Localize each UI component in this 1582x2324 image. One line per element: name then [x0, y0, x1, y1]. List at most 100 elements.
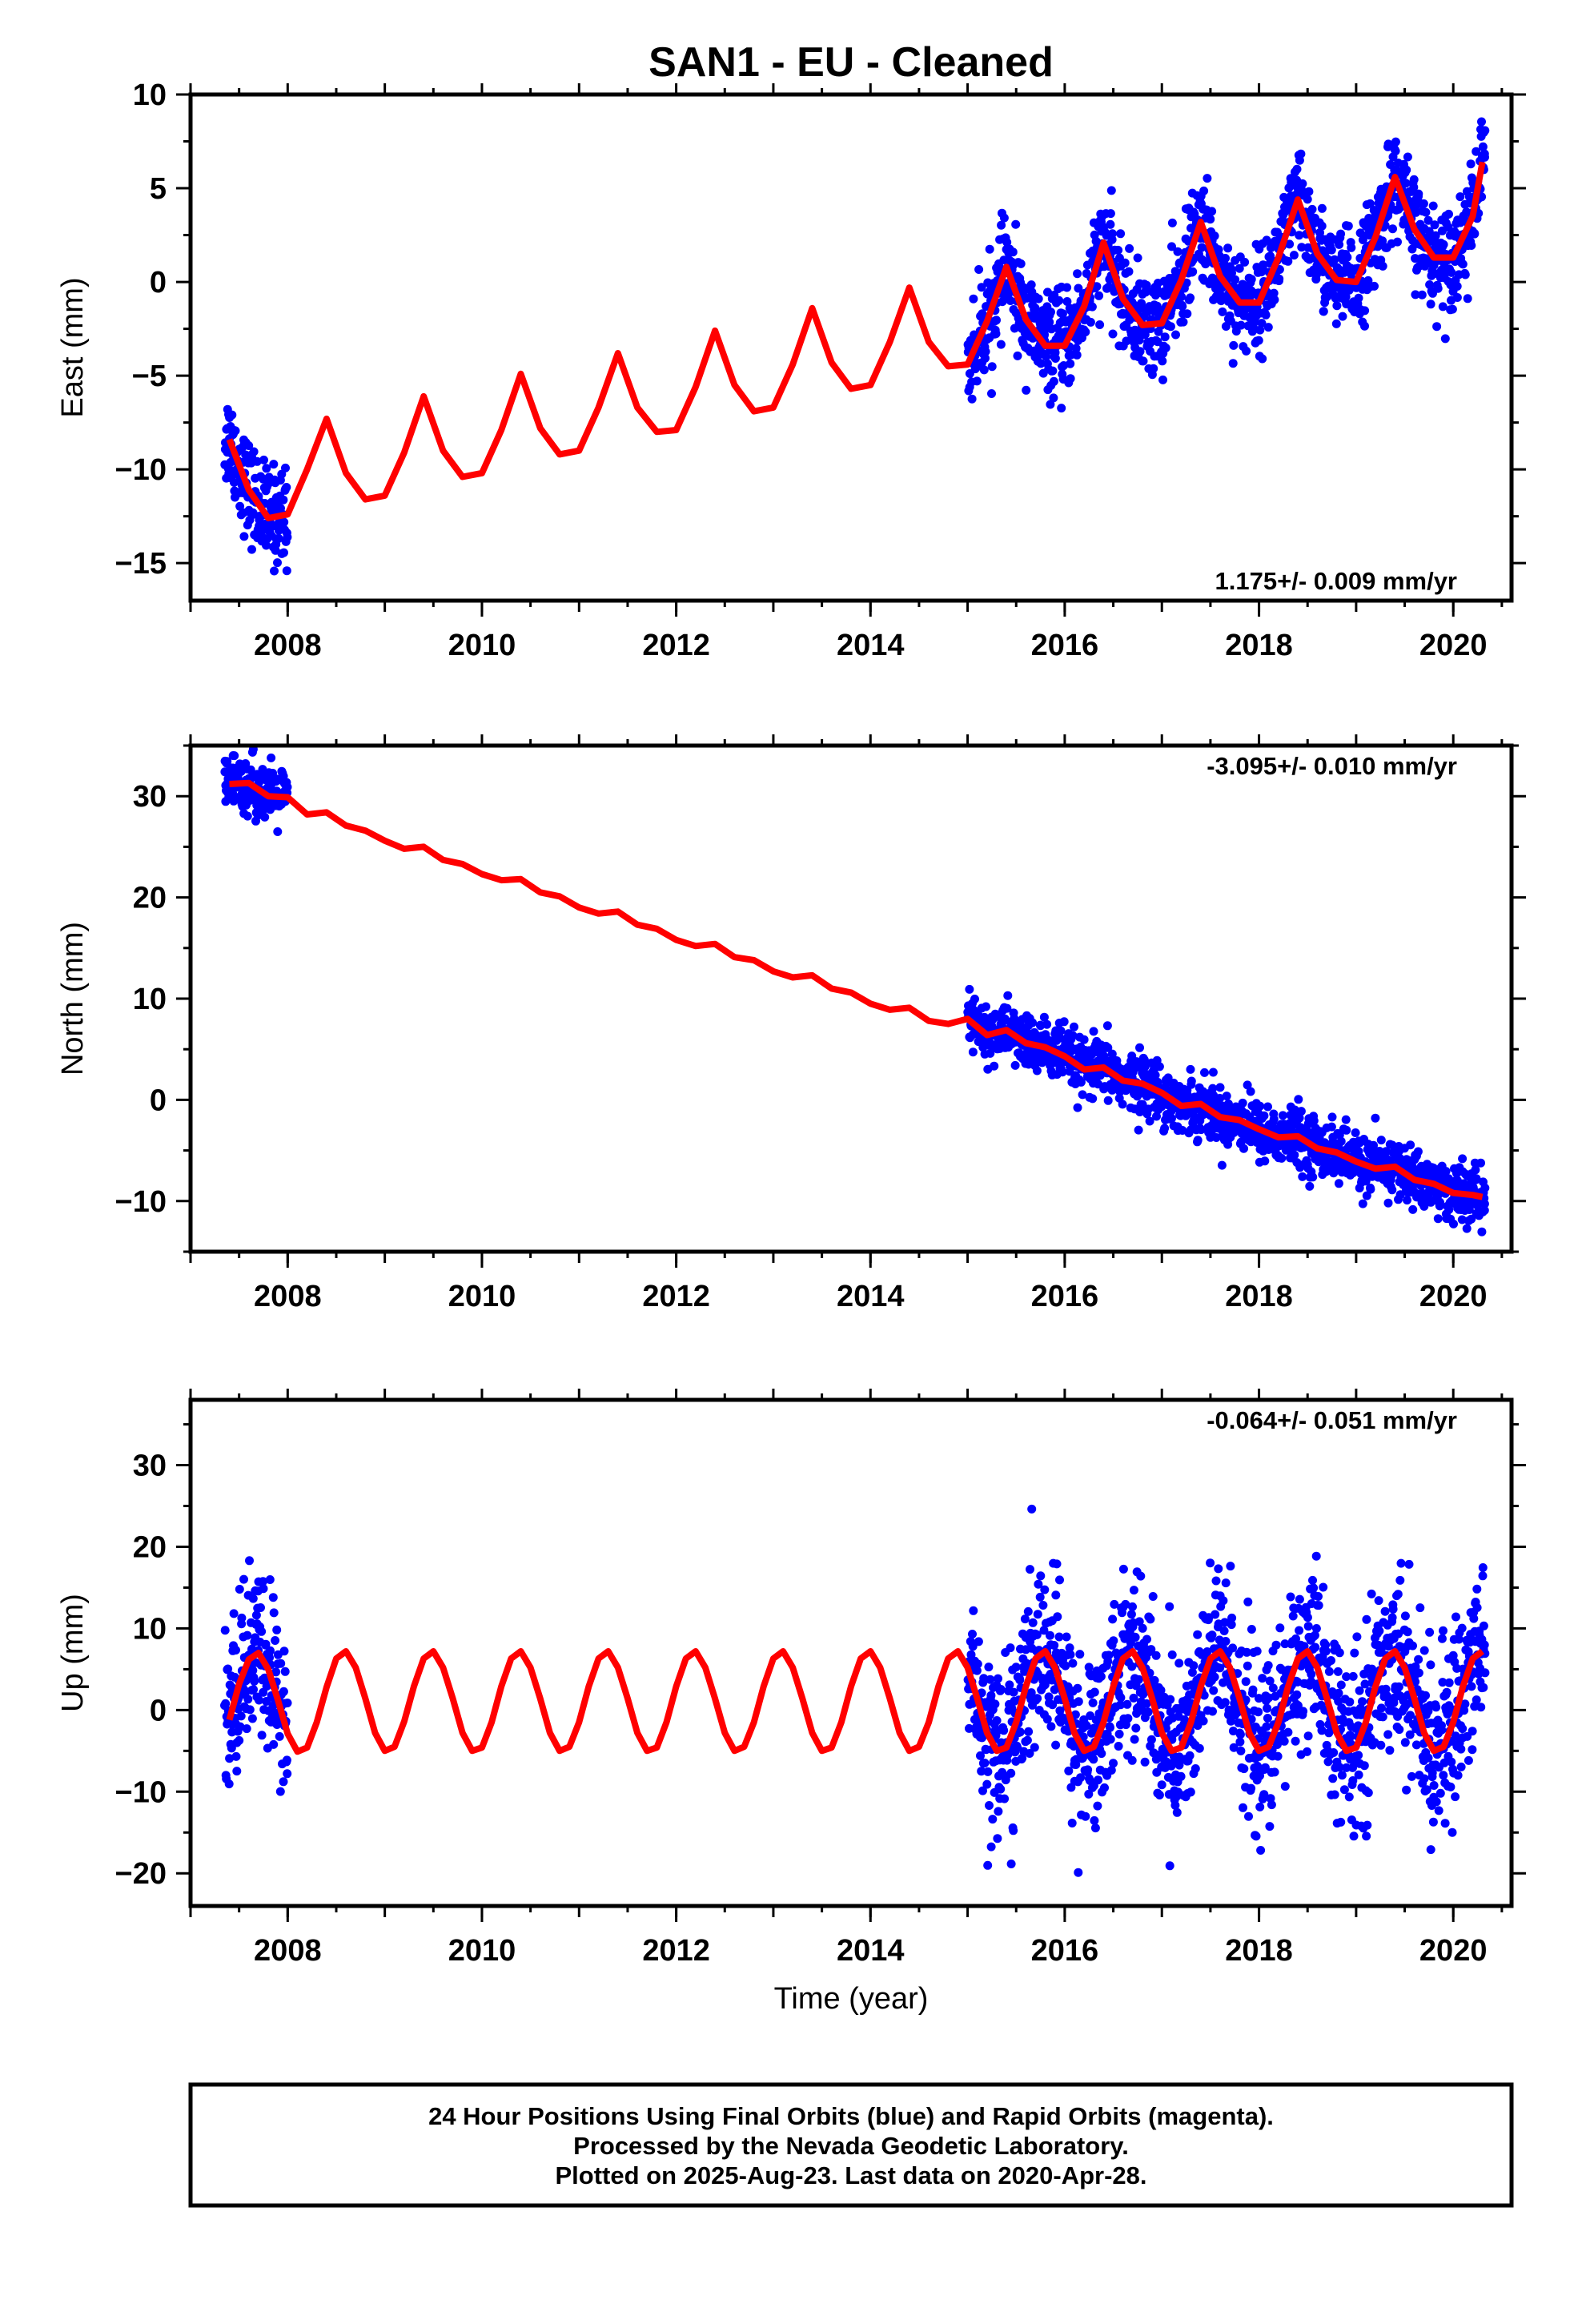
observation-point — [271, 1667, 281, 1677]
observation-point — [1303, 1731, 1313, 1741]
observation-point — [220, 1626, 230, 1635]
observation-point — [1371, 1113, 1380, 1123]
observation-point — [968, 1047, 978, 1057]
observation-point — [1135, 1043, 1144, 1052]
observation-point — [1426, 1845, 1435, 1855]
observation-point — [1092, 282, 1102, 292]
observation-point — [1291, 1736, 1300, 1746]
footer-line-1: 24 Hour Positions Using Final Orbits (bl… — [428, 2102, 1274, 2130]
observation-point — [1295, 1626, 1304, 1635]
observation-point — [1258, 354, 1267, 364]
observation-point — [1442, 1687, 1452, 1697]
observation-point — [1451, 1792, 1460, 1802]
observation-point — [1348, 1671, 1358, 1681]
observation-point — [1206, 1558, 1215, 1568]
observation-point — [1180, 1715, 1190, 1724]
observation-point — [1186, 1076, 1196, 1086]
y-tick-label: 0 — [150, 1694, 167, 1727]
x-tick-label: 2014 — [837, 1280, 905, 1313]
observation-point — [1273, 1751, 1283, 1761]
observation-point — [1391, 147, 1400, 156]
observation-point — [1292, 164, 1302, 174]
observation-point — [1160, 1124, 1170, 1133]
observation-point — [1456, 1762, 1466, 1771]
observation-point — [1439, 239, 1448, 249]
observation-point — [1265, 1676, 1275, 1686]
observation-point — [983, 1860, 993, 1870]
observation-point — [1403, 1627, 1412, 1637]
observation-point — [1263, 1703, 1272, 1713]
observation-point — [1441, 1167, 1451, 1176]
observation-point — [1439, 1771, 1448, 1780]
y-tick-label: −5 — [132, 360, 167, 393]
observation-point — [1114, 245, 1123, 255]
observation-point — [243, 811, 252, 821]
observation-point — [1053, 1612, 1062, 1622]
observation-point — [1186, 293, 1195, 303]
observation-point — [1221, 254, 1230, 263]
observation-point — [1452, 1612, 1460, 1622]
observation-point — [1403, 152, 1412, 162]
observation-point — [996, 340, 1006, 349]
observation-point — [1469, 1614, 1479, 1623]
observation-point — [269, 460, 279, 469]
observation-point — [1358, 1697, 1367, 1707]
observation-point — [1010, 1060, 1020, 1070]
observation-point — [262, 1697, 271, 1706]
observation-point — [1433, 283, 1443, 293]
observation-point — [1259, 260, 1268, 270]
observation-point — [1222, 1092, 1231, 1101]
observation-point — [980, 1759, 990, 1767]
observation-point — [1365, 199, 1375, 208]
model-curve — [226, 161, 1486, 521]
observation-point — [1470, 229, 1480, 239]
observation-point — [1170, 1800, 1180, 1810]
observation-point — [1335, 1648, 1344, 1658]
observation-point — [1215, 1083, 1225, 1092]
observation-point — [976, 1751, 985, 1760]
observation-point — [1143, 1707, 1153, 1717]
observation-point — [259, 455, 268, 464]
observation-point — [1070, 1022, 1078, 1031]
observation-point — [1138, 1623, 1147, 1633]
observation-point — [1327, 1122, 1336, 1132]
observation-point — [1145, 1116, 1154, 1126]
observation-point — [1140, 1062, 1150, 1072]
observation-point — [1407, 1771, 1416, 1781]
observation-point — [1134, 1675, 1143, 1684]
observation-point — [1050, 354, 1060, 363]
observation-point — [1123, 1714, 1133, 1723]
observation-point — [1032, 1066, 1042, 1076]
observation-point — [1479, 1621, 1488, 1630]
observation-point — [1246, 1087, 1255, 1096]
observation-point — [1170, 267, 1180, 276]
observation-point — [1376, 1740, 1386, 1750]
observation-point — [283, 782, 292, 792]
observation-point — [1240, 257, 1250, 267]
observation-point — [996, 1685, 1006, 1694]
y-tick-label: 10 — [133, 983, 167, 1016]
observation-point — [1254, 1707, 1263, 1717]
observation-point — [252, 456, 262, 466]
observation-point — [260, 812, 270, 822]
observation-point — [1086, 317, 1095, 327]
observation-point — [230, 751, 239, 761]
observation-point — [1221, 1578, 1231, 1588]
x-tick-label: 2012 — [642, 1280, 710, 1313]
observation-point — [1327, 245, 1336, 255]
observation-point — [1387, 1185, 1397, 1195]
observation-point — [985, 1801, 994, 1810]
observation-point — [1443, 223, 1453, 232]
observation-point — [965, 1723, 974, 1733]
rate-label: -0.064+/- 0.051 mm/yr — [1207, 1406, 1457, 1434]
observation-point — [1035, 1592, 1045, 1602]
observation-point — [1262, 1722, 1271, 1731]
observation-point — [1451, 1731, 1460, 1741]
observation-point — [1045, 317, 1054, 327]
observation-point — [272, 1625, 282, 1634]
observation-point — [1114, 1729, 1124, 1739]
observation-point — [1319, 307, 1328, 316]
observation-point — [1480, 1183, 1490, 1192]
observation-point — [1206, 215, 1215, 224]
observation-point — [1247, 275, 1256, 284]
